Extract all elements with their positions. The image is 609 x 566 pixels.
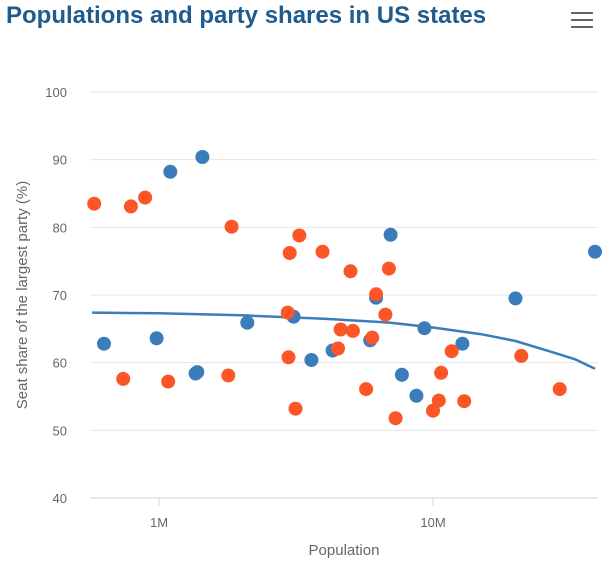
data-point[interactable] bbox=[149, 331, 164, 346]
data-point[interactable] bbox=[508, 291, 523, 306]
data-point[interactable] bbox=[345, 323, 360, 338]
data-point[interactable] bbox=[163, 164, 178, 179]
trend-line bbox=[92, 311, 596, 370]
data-point[interactable] bbox=[221, 368, 236, 383]
trend-line-group bbox=[92, 311, 596, 370]
data-point[interactable] bbox=[281, 350, 296, 365]
y-tick-label: 100 bbox=[45, 85, 67, 100]
data-point[interactable] bbox=[383, 227, 398, 242]
data-point[interactable] bbox=[123, 199, 138, 214]
data-point[interactable] bbox=[378, 307, 393, 322]
menu-line bbox=[571, 19, 593, 21]
data-point[interactable] bbox=[394, 367, 409, 382]
x-axis-title: Population bbox=[309, 542, 380, 559]
data-point[interactable] bbox=[444, 344, 459, 359]
y-tick-label: 90 bbox=[53, 153, 67, 168]
data-point[interactable] bbox=[388, 411, 403, 426]
y-axis-title: Seat share of the largest party (%) bbox=[14, 181, 31, 409]
data-point[interactable] bbox=[343, 264, 358, 279]
data-point[interactable] bbox=[97, 336, 111, 351]
data-point[interactable] bbox=[331, 341, 345, 356]
data-point[interactable] bbox=[138, 190, 153, 205]
data-point[interactable] bbox=[224, 219, 239, 234]
data-point[interactable] bbox=[381, 261, 396, 276]
data-point[interactable] bbox=[195, 150, 210, 164]
x-tick-label: 10M bbox=[420, 515, 445, 530]
data-point[interactable] bbox=[434, 365, 449, 380]
data-point[interactable] bbox=[417, 321, 432, 336]
data-point[interactable] bbox=[288, 401, 303, 416]
data-point[interactable] bbox=[333, 322, 348, 337]
data-point[interactable] bbox=[552, 382, 567, 397]
data-point[interactable] bbox=[369, 287, 384, 302]
data-point[interactable] bbox=[514, 348, 529, 363]
data-point[interactable] bbox=[409, 388, 424, 403]
data-point[interactable] bbox=[315, 244, 330, 259]
y-tick-label: 50 bbox=[53, 423, 67, 438]
grid-lines bbox=[90, 91, 598, 499]
data-point[interactable] bbox=[292, 228, 307, 243]
data-point[interactable] bbox=[161, 374, 176, 389]
data-point[interactable] bbox=[280, 305, 295, 320]
data-point[interactable] bbox=[588, 244, 602, 259]
x-tick-label: 1M bbox=[150, 515, 168, 530]
y-tick-label: 80 bbox=[53, 220, 67, 235]
y-tick-label: 70 bbox=[53, 288, 67, 303]
data-point[interactable] bbox=[457, 394, 472, 409]
data-point[interactable] bbox=[116, 371, 131, 386]
data-point[interactable] bbox=[87, 196, 102, 211]
chart-title: Populations and party shares in US state… bbox=[6, 2, 487, 29]
menu-line bbox=[571, 12, 593, 14]
data-points bbox=[87, 150, 602, 426]
data-point[interactable] bbox=[190, 365, 205, 380]
data-point[interactable] bbox=[304, 353, 319, 367]
y-axis-ticks: 40 50 60 70 80 90 100 bbox=[45, 85, 67, 506]
data-point[interactable] bbox=[365, 330, 380, 345]
menu-line bbox=[571, 26, 593, 28]
y-tick-label: 60 bbox=[53, 356, 67, 371]
data-point[interactable] bbox=[240, 315, 255, 330]
data-point[interactable] bbox=[359, 382, 374, 397]
data-point[interactable] bbox=[282, 246, 297, 260]
data-point[interactable] bbox=[431, 393, 446, 408]
y-tick-label: 40 bbox=[53, 491, 67, 506]
data-point[interactable] bbox=[455, 336, 470, 351]
hamburger-menu-icon[interactable] bbox=[566, 8, 596, 34]
x-axis-ticks: 1M 10M bbox=[150, 498, 446, 530]
